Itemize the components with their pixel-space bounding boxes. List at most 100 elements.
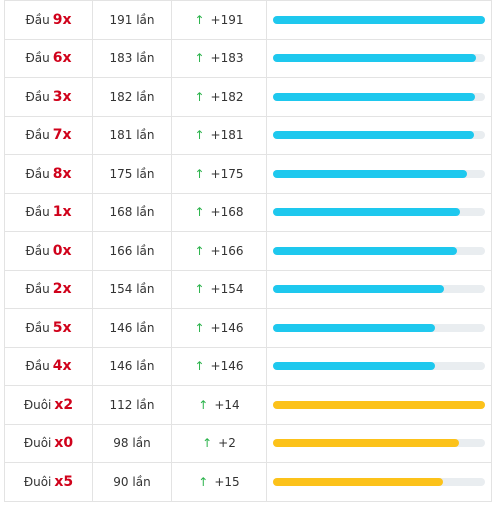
row-key: 4x: [52, 358, 72, 375]
arrow-up-icon: ↑: [202, 436, 213, 451]
row-key: 6x: [52, 50, 72, 67]
arrow-up-icon: ↑: [194, 205, 205, 220]
row-key: 0x: [52, 242, 72, 259]
row-change: +175: [210, 166, 244, 181]
progress-fill: [273, 323, 435, 332]
row-change: +166: [210, 243, 244, 258]
change-cell: ↑ +146: [171, 346, 267, 386]
table-row: Đầu 7x 181 lần ↑ +181: [4, 115, 492, 155]
table-row: Đầu 9x 191 lần ↑ +191: [4, 0, 492, 40]
bar-cell: [266, 346, 492, 386]
row-change: +154: [210, 282, 244, 297]
progress-track: [273, 54, 485, 63]
count-cell: 98 lần: [92, 423, 172, 463]
label-cell: Đầu 6x: [4, 38, 93, 78]
progress-track: [273, 15, 485, 24]
row-prefix: Đuôi: [23, 474, 52, 489]
row-prefix: Đầu: [25, 12, 50, 27]
bar-cell: [266, 38, 492, 78]
progress-track: [273, 169, 485, 178]
count-cell: 146 lần: [92, 308, 172, 348]
progress-track: [273, 92, 485, 101]
row-prefix: Đuôi: [23, 436, 52, 451]
row-count: 154 lần: [109, 282, 155, 297]
table-row: Đuôi x0 98 lần ↑ +2: [4, 423, 492, 463]
row-count: 175 lần: [109, 166, 155, 181]
progress-fill: [273, 169, 468, 178]
label-cell: Đầu 8x: [4, 154, 93, 194]
table-row: Đầu 6x 183 lần ↑ +183: [4, 38, 492, 78]
row-change: +146: [210, 320, 244, 335]
row-count: 98 lần: [113, 436, 151, 451]
table-row: Đuôi x5 90 lần ↑ +15: [4, 462, 492, 502]
row-key: 9x: [52, 11, 72, 28]
progress-track: [273, 285, 485, 294]
bar-cell: [266, 77, 492, 117]
row-count: 191 lần: [109, 12, 155, 27]
progress-track: [273, 208, 485, 217]
arrow-up-icon: ↑: [194, 12, 205, 27]
change-cell: ↑ +15: [171, 462, 267, 502]
progress-fill: [273, 285, 444, 294]
stats-table-body: Đầu 9x 191 lần ↑ +191 Đầu 6x 183 lần ↑ +183: [4, 0, 492, 502]
row-key: 7x: [52, 127, 72, 144]
progress-fill: [273, 246, 458, 255]
row-count: 183 lần: [109, 51, 155, 66]
bar-cell: [266, 308, 492, 348]
progress-track: [273, 439, 485, 448]
arrow-up-icon: ↑: [194, 166, 205, 181]
row-key: x0: [54, 435, 74, 452]
row-change: +183: [210, 51, 244, 66]
row-prefix: Đầu: [25, 205, 50, 220]
count-cell: 191 lần: [92, 0, 172, 40]
arrow-up-icon: ↑: [194, 243, 205, 258]
count-cell: 166 lần: [92, 231, 172, 271]
arrow-up-icon: ↑: [194, 51, 205, 66]
row-prefix: Đầu: [25, 166, 50, 181]
row-key: x5: [54, 473, 74, 490]
bar-cell: [266, 115, 492, 155]
arrow-up-icon: ↑: [194, 359, 205, 374]
count-cell: 181 lần: [92, 115, 172, 155]
table-row: Đầu 4x 146 lần ↑ +146: [4, 346, 492, 386]
table-row: Đầu 1x 168 lần ↑ +168: [4, 192, 492, 232]
row-prefix: Đầu: [25, 128, 50, 143]
label-cell: Đầu 9x: [4, 0, 93, 40]
row-prefix: Đuôi: [23, 397, 52, 412]
progress-track: [273, 323, 485, 332]
row-prefix: Đầu: [25, 282, 50, 297]
row-prefix: Đầu: [25, 51, 50, 66]
table-row: Đầu 5x 146 lần ↑ +146: [4, 308, 492, 348]
label-cell: Đầu 4x: [4, 346, 93, 386]
label-cell: Đầu 3x: [4, 77, 93, 117]
progress-track: [273, 400, 485, 409]
bar-cell: [266, 385, 492, 425]
table-row: Đầu 0x 166 lần ↑ +166: [4, 231, 492, 271]
arrow-up-icon: ↑: [194, 282, 205, 297]
progress-track: [273, 131, 485, 140]
change-cell: ↑ +154: [171, 269, 267, 309]
change-cell: ↑ +146: [171, 308, 267, 348]
label-cell: Đầu 0x: [4, 231, 93, 271]
progress-fill: [273, 208, 460, 217]
table-row: Đầu 8x 175 lần ↑ +175: [4, 154, 492, 194]
arrow-up-icon: ↑: [198, 397, 209, 412]
count-cell: 154 lần: [92, 269, 172, 309]
change-cell: ↑ +175: [171, 154, 267, 194]
arrow-up-icon: ↑: [194, 128, 205, 143]
progress-track: [273, 477, 485, 486]
change-cell: ↑ +2: [171, 423, 267, 463]
row-key: x2: [54, 396, 74, 413]
change-cell: ↑ +191: [171, 0, 267, 40]
label-cell: Đầu 1x: [4, 192, 93, 232]
arrow-up-icon: ↑: [198, 474, 209, 489]
bar-cell: [266, 231, 492, 271]
change-cell: ↑ +166: [171, 231, 267, 271]
row-prefix: Đầu: [25, 320, 50, 335]
change-cell: ↑ +168: [171, 192, 267, 232]
row-key: 5x: [52, 319, 72, 336]
progress-track: [273, 362, 485, 371]
row-change: +168: [210, 205, 244, 220]
bar-cell: [266, 423, 492, 463]
label-cell: Đầu 2x: [4, 269, 93, 309]
